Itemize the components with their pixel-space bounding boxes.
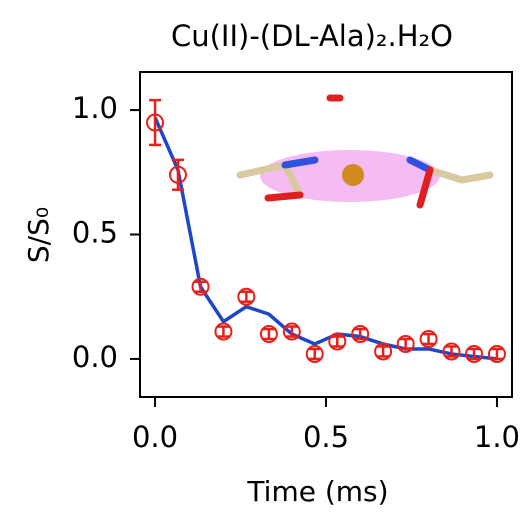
error-bar: [331, 335, 344, 348]
error-bar: [262, 327, 275, 341]
data-point: [191, 277, 210, 296]
data-point: [419, 330, 438, 349]
data-point: [168, 165, 187, 184]
error-bar: [445, 345, 458, 358]
error-bar: [468, 347, 481, 361]
x-tick-label: 0.0: [132, 420, 178, 454]
data-point: [374, 342, 393, 361]
error-bar: [149, 98, 162, 147]
x-tick-label: 0.5: [303, 420, 349, 454]
chart-title: Cu(II)-(DL-Ala)₂.H₂O: [171, 19, 453, 53]
error-bar: [171, 158, 184, 191]
data-point: [146, 113, 165, 132]
x-axis-label: Time (ms): [246, 475, 388, 508]
data-point: [442, 342, 461, 361]
plot-frame: [139, 71, 513, 398]
error-bar: [240, 290, 253, 303]
error-bar: [285, 325, 298, 338]
data-point: [214, 322, 233, 341]
error-bar: [308, 347, 321, 361]
error-bar: [490, 347, 503, 361]
error-bar: [217, 325, 230, 338]
data-point: [487, 344, 506, 363]
error-bar: [377, 345, 390, 358]
error-bar: [194, 280, 207, 293]
y-tick-label: 0.0: [72, 340, 118, 374]
error-bar: [354, 327, 367, 341]
data-point: [396, 334, 415, 353]
error-bar: [399, 337, 412, 351]
data-point: [305, 344, 324, 363]
data-point: [328, 332, 347, 351]
data-point: [237, 287, 256, 306]
x-tick-label: 1.0: [474, 420, 520, 454]
data-point: [282, 322, 301, 341]
data-point: [465, 344, 484, 363]
y-tick-label: 0.5: [72, 216, 118, 250]
error-bar: [422, 332, 435, 346]
y-tick-label: 1.0: [72, 91, 118, 125]
y-axis-label: S/S₀: [22, 207, 55, 263]
molecule-inset: [236, 94, 494, 209]
fit-line: [153, 116, 498, 361]
data-point: [351, 325, 370, 344]
data-point: [259, 325, 278, 344]
